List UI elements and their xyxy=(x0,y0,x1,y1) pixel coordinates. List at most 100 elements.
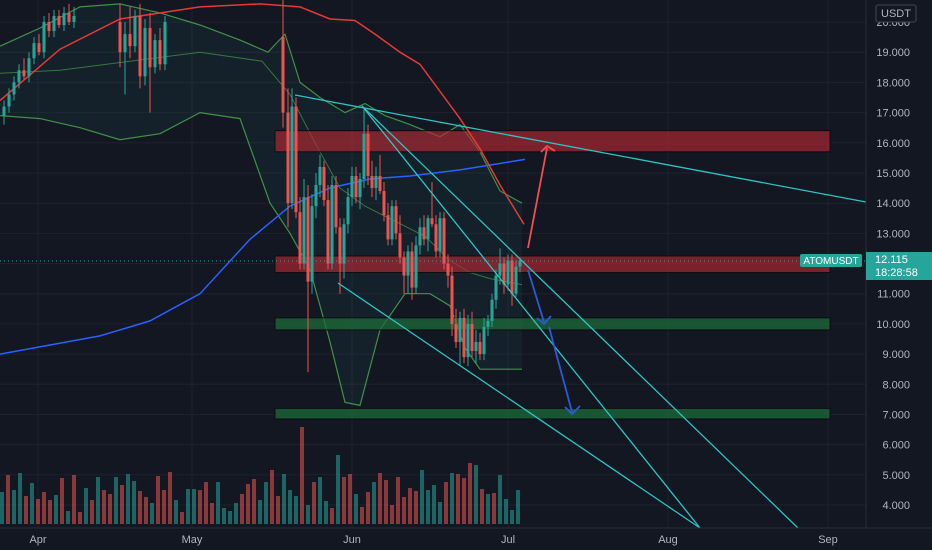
time-tick-label: Sep xyxy=(818,534,838,546)
arrow-up-head xyxy=(540,144,556,153)
moving-average-slow xyxy=(0,158,526,355)
volume-bar xyxy=(114,477,118,524)
candle-body xyxy=(494,275,498,300)
volume-bar xyxy=(36,499,40,524)
volume-bar xyxy=(360,507,364,524)
volume-bar xyxy=(486,494,490,524)
volume-bar xyxy=(492,493,496,524)
bollinger-fill xyxy=(0,3,522,406)
candle-body xyxy=(37,43,41,53)
volume-bar xyxy=(300,427,304,524)
volume-bar xyxy=(6,475,10,524)
arrow-down-head xyxy=(536,315,552,326)
arrow-down-head xyxy=(564,405,581,416)
candle-body xyxy=(17,70,21,83)
candle-body xyxy=(446,263,450,276)
candle-body xyxy=(498,263,502,276)
candle-body xyxy=(510,260,514,294)
candle-body xyxy=(57,15,61,26)
candle-body xyxy=(362,133,366,179)
candle-body xyxy=(378,175,382,192)
volume-bar xyxy=(42,492,46,524)
volume-bar xyxy=(186,489,190,524)
last-price-value: 12.115 xyxy=(875,254,908,266)
candle-body xyxy=(123,34,127,53)
candle-body xyxy=(118,22,122,53)
candle-body xyxy=(414,245,418,288)
price-tick-label: 11.000 xyxy=(877,289,910,301)
volume-bar xyxy=(432,485,436,524)
volume-bar xyxy=(138,491,142,524)
last-price-tag xyxy=(866,252,932,280)
candle-body xyxy=(12,82,16,95)
time-axis[interactable]: Apr May Jun Jul Aug Sep xyxy=(0,527,932,550)
price-tick-label: 14.000 xyxy=(876,198,910,210)
candlesticks xyxy=(2,0,522,373)
candle-body xyxy=(306,197,310,282)
candle-body xyxy=(366,133,370,176)
volume-bar xyxy=(498,475,502,524)
candle-body xyxy=(406,251,410,276)
moving-average-fast xyxy=(0,3,525,225)
candle-body xyxy=(506,260,510,285)
candle-body xyxy=(281,37,285,113)
volume-bar xyxy=(342,477,346,524)
volume-bar xyxy=(504,499,508,524)
resistance-zone xyxy=(274,255,831,274)
volume-bar xyxy=(270,470,274,524)
candle-body xyxy=(418,227,422,246)
arrow-up-line xyxy=(527,147,548,249)
volume-bar xyxy=(222,508,226,524)
volume-bar xyxy=(234,503,238,524)
resistance-zone xyxy=(274,130,831,153)
candle-body xyxy=(314,185,318,207)
candle-body xyxy=(426,218,430,240)
volume-bar xyxy=(150,503,154,524)
candle-body xyxy=(354,175,358,198)
trendline xyxy=(337,282,701,529)
candle-body xyxy=(22,70,26,77)
candle-body xyxy=(422,227,426,240)
volume-bar xyxy=(450,473,454,524)
candle-body xyxy=(148,28,152,68)
volume-bar xyxy=(144,497,148,524)
currency-label: USDT xyxy=(881,8,911,20)
volume-bar xyxy=(54,495,58,524)
countdown-timer: 18:28:58 xyxy=(875,267,918,279)
candle-body xyxy=(454,323,458,342)
volume-bar xyxy=(444,482,448,524)
candle-body xyxy=(32,43,36,59)
time-axis-background xyxy=(0,528,932,550)
price-tick-label: 9.000 xyxy=(882,349,910,361)
volume-bar xyxy=(126,474,130,524)
candle-body xyxy=(290,106,294,204)
candle-body xyxy=(390,206,394,240)
candle-body xyxy=(143,28,147,77)
volume-bars xyxy=(0,427,520,524)
volume-bar xyxy=(24,496,28,524)
price-tick-label: 15.000 xyxy=(876,168,910,180)
volume-bar xyxy=(90,500,94,524)
time-tick-label: Jun xyxy=(343,534,361,546)
volume-bar xyxy=(18,473,22,524)
volume-bar xyxy=(108,494,112,524)
candle-body xyxy=(430,218,434,225)
volume-bar xyxy=(258,500,262,524)
volume-bar xyxy=(468,463,472,524)
volume-bar xyxy=(510,510,514,524)
volume-bar xyxy=(516,490,520,524)
candle-body xyxy=(502,263,506,285)
candle-body xyxy=(158,40,162,65)
volume-bar xyxy=(60,478,64,524)
time-tick-label: Apr xyxy=(29,534,46,546)
volume-bar xyxy=(366,492,370,524)
candle-body xyxy=(62,12,66,26)
volume-bar xyxy=(246,484,250,524)
candle-body xyxy=(334,185,338,228)
volume-bar xyxy=(72,475,76,524)
price-tick-label: 18.000 xyxy=(876,77,910,89)
volume-bar xyxy=(12,490,16,524)
volume-bar xyxy=(402,497,406,524)
